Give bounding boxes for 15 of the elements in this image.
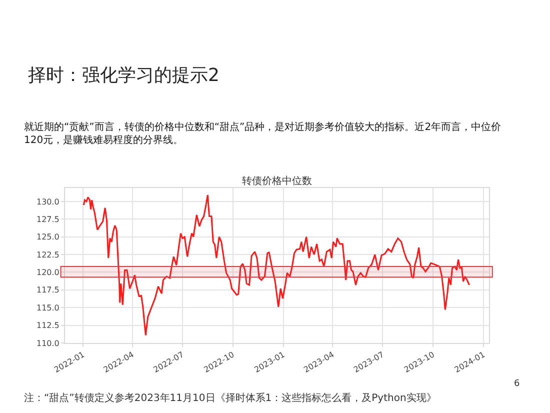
y-tick-label: 130.0 bbox=[36, 197, 60, 206]
text: 转债价格中位数 bbox=[242, 175, 312, 187]
y-tick-label: 120.0 bbox=[36, 268, 60, 278]
chart-title: 择时：强化学习的提示2 bbox=[28, 65, 220, 86]
y-tick-label: 110.0 bbox=[36, 338, 60, 348]
y-tick-label: 117.5 bbox=[36, 286, 60, 295]
y-tick-label: 112.5 bbox=[36, 321, 60, 330]
text: 注：“甜点”转债定义参考2023年11月10日《择时体系1：这些指标怎么看，及Python实现》 bbox=[24, 392, 436, 404]
chart-subtitle: 就近期的“贡献”而言，转债的价格中位数和“甜点”品种，是对近期参考价值较大的指标。近2年而言，中位价 120元，是赚钱难易程度的分界线。 bbox=[24, 121, 502, 146]
text: 6 bbox=[514, 379, 520, 389]
y-tick-label: 122.5 bbox=[36, 250, 60, 260]
y-tick-label: 127.5 bbox=[36, 214, 60, 224]
y-tick-label: 125.0 bbox=[36, 232, 60, 242]
line-series bbox=[82, 194, 470, 336]
y-tick-label: 115.0 bbox=[36, 303, 60, 312]
